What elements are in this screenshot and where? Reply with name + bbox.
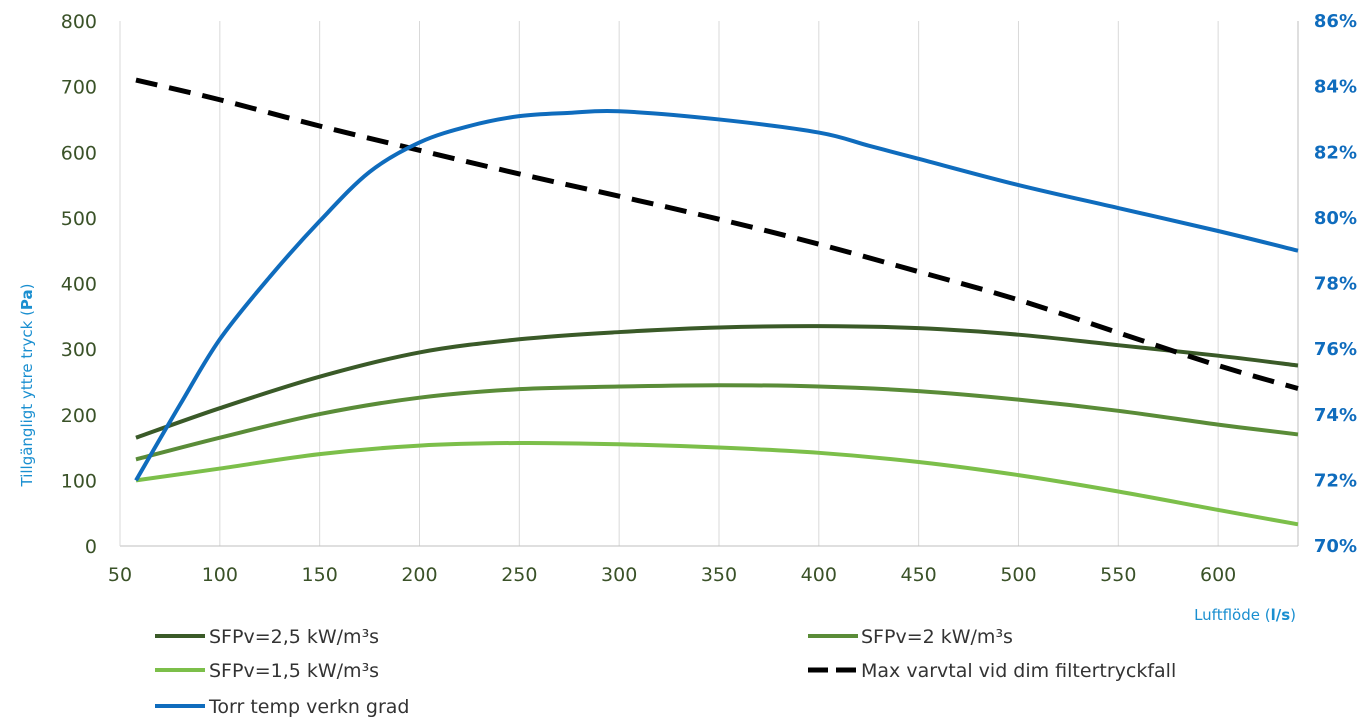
- y-right-tick-label: 78%: [1314, 274, 1357, 295]
- legend: SFPv=2,5 kW/m³s SFPv=2 kW/m³s SFPv=1,5 kW/…: [155, 626, 1176, 718]
- y-left-tick-label: 600: [61, 142, 97, 164]
- x-tick-label: 500: [1000, 564, 1036, 586]
- y-left-tick-label: 100: [61, 470, 97, 492]
- y-right-tick-label: 72%: [1314, 470, 1357, 491]
- series-line-4: [134, 108, 1299, 482]
- legend-label-1: SFPv=2 kW/m³s: [861, 626, 1013, 648]
- y-right-tick-label: 80%: [1314, 208, 1357, 229]
- y-right-tick-label: 76%: [1314, 339, 1357, 360]
- axes: [119, 21, 1299, 547]
- y-left-tick-label: 200: [61, 405, 97, 427]
- series-line-1: [135, 383, 1299, 462]
- y-left-tick-label: 700: [61, 77, 97, 99]
- series-lines: [134, 77, 1299, 527]
- legend-label-0: SFPv=2,5 kW/m³s: [209, 626, 379, 648]
- legend-label-4: Torr temp verkn grad: [208, 696, 409, 718]
- x-tick-label: 350: [701, 564, 737, 586]
- y-left-tick-label: 400: [61, 274, 97, 296]
- y-right-tick-label: 82%: [1314, 142, 1357, 163]
- y-right-tick-label: 86%: [1314, 11, 1357, 32]
- x-tick-label: 100: [202, 564, 238, 586]
- x-tick-label: 450: [901, 564, 937, 586]
- x-axis-label: Luftflöde (l/s): [1194, 606, 1296, 624]
- x-tick-label: 550: [1100, 564, 1136, 586]
- y-right-tick-label: 84%: [1314, 77, 1357, 98]
- y-right-tick-label: 70%: [1314, 536, 1357, 557]
- x-tick-label: 600: [1200, 564, 1236, 586]
- legend-label-2: SFPv=1,5 kW/m³s: [209, 660, 379, 682]
- y-axis-label: Tillgängligt yttre tryck (Pa): [18, 284, 36, 488]
- x-tick-label: 250: [501, 564, 537, 586]
- y-right-tick-label: 74%: [1314, 405, 1357, 426]
- y-left-tick-label: 300: [61, 339, 97, 361]
- y-left-tick-label: 500: [61, 208, 97, 230]
- x-tick-label: 300: [601, 564, 637, 586]
- y-left-tick-label: 0: [85, 536, 97, 558]
- legend-label-3: Max varvtal vid dim filtertryckfall: [861, 660, 1176, 682]
- tick-labels: 50 100 150 200 250 300 350 400 450 500 550 600 0 100 2…: [61, 11, 1357, 586]
- series-line-0: [135, 324, 1299, 440]
- series-line-3: [135, 77, 1299, 391]
- x-tick-label: 150: [302, 564, 338, 586]
- grid-lines: [219, 21, 1299, 546]
- x-tick-label: 200: [401, 564, 437, 586]
- y-left-tick-label: 800: [61, 11, 97, 33]
- series-line-2: [135, 440, 1299, 527]
- x-tick-label: 400: [801, 564, 837, 586]
- x-tick-label: 50: [108, 564, 132, 586]
